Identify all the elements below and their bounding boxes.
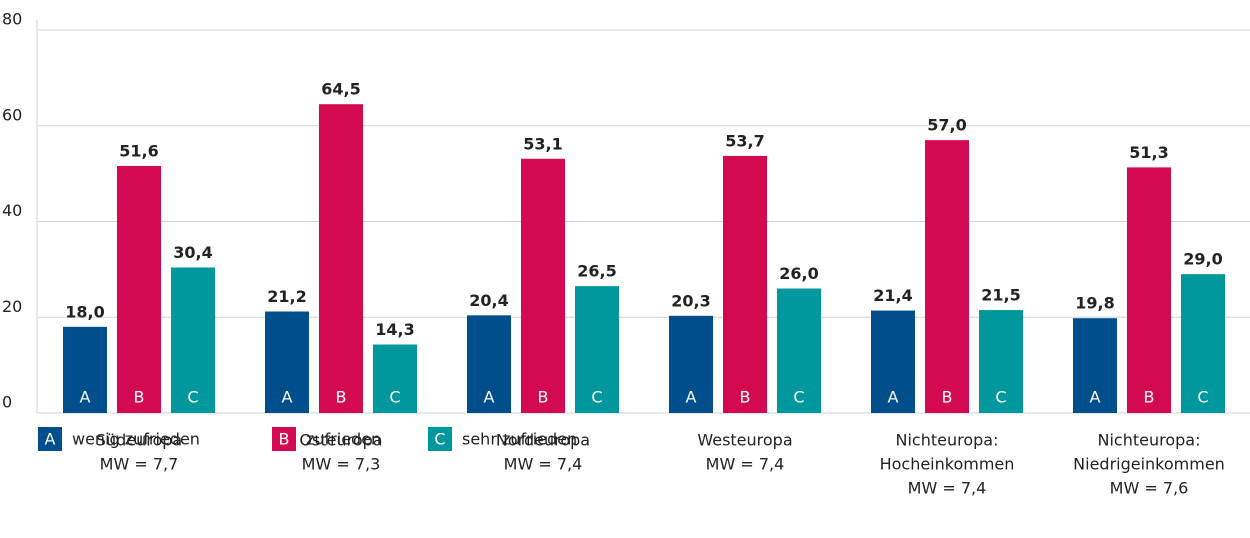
value-label: 57,0 xyxy=(927,116,966,135)
value-label: 21,2 xyxy=(267,287,306,306)
legend-swatch xyxy=(38,427,62,451)
value-label: 64,5 xyxy=(321,80,360,99)
bar xyxy=(669,315,713,413)
legend-letter: B xyxy=(279,430,290,449)
y-tick-label: 0 xyxy=(2,393,12,412)
bar-letter: A xyxy=(80,388,91,407)
bar-letter: A xyxy=(282,388,293,407)
bar xyxy=(871,310,915,413)
legend-swatch xyxy=(272,427,296,451)
y-tick-label: 20 xyxy=(2,297,22,316)
bar xyxy=(575,286,619,413)
y-tick-label: 60 xyxy=(2,105,22,124)
value-label: 26,5 xyxy=(577,262,616,281)
bar-letter: A xyxy=(686,388,697,407)
bar xyxy=(777,288,821,413)
bar xyxy=(925,140,969,414)
bar xyxy=(63,326,107,413)
bar-letter: B xyxy=(740,388,751,407)
x-tick-label: Osteuropa xyxy=(299,431,382,450)
value-label: 19,8 xyxy=(1075,294,1114,313)
value-label: 14,3 xyxy=(375,320,414,339)
bar-letter: C xyxy=(591,388,602,407)
bar-letter: C xyxy=(389,388,400,407)
x-tick-label: Südeuropa xyxy=(96,431,182,450)
x-tick-label: MW = 7,4 xyxy=(908,479,987,498)
bar-letter: A xyxy=(484,388,495,407)
value-label: 30,4 xyxy=(173,243,212,262)
legend-label: zufrieden xyxy=(306,430,381,449)
legend-letter: C xyxy=(434,430,445,449)
value-label: 26,0 xyxy=(779,264,818,283)
value-label: 18,0 xyxy=(65,302,104,321)
x-tick-label: Niedrigeinkommen xyxy=(1073,455,1225,474)
bar-letter: A xyxy=(888,388,899,407)
x-tick-label: MW = 7,7 xyxy=(100,455,179,474)
x-tick-label: Hocheinkommen xyxy=(880,455,1015,474)
value-label: 20,4 xyxy=(469,291,508,310)
bar xyxy=(373,344,417,413)
legend-letter: A xyxy=(45,430,56,449)
y-tick-label: 80 xyxy=(2,10,22,29)
x-tick-label: Nordeuropa xyxy=(496,431,590,450)
x-tick-label: Nichteuropa: xyxy=(896,431,999,450)
value-label: 51,3 xyxy=(1129,143,1168,162)
bar-letter: B xyxy=(538,388,549,407)
value-label: 20,3 xyxy=(671,291,710,310)
bar xyxy=(1127,167,1171,413)
legend-label: wenig zufrieden xyxy=(72,430,200,449)
bar-letter: B xyxy=(134,388,145,407)
legend-label: sehr zufrieden xyxy=(462,430,577,449)
x-tick-label: MW = 7,6 xyxy=(1110,479,1189,498)
bar xyxy=(171,267,215,413)
bar xyxy=(521,158,565,413)
bar-letter: C xyxy=(793,388,804,407)
x-tick-label: MW = 7,3 xyxy=(302,455,381,474)
bar-letter: B xyxy=(1144,388,1155,407)
bar xyxy=(265,311,309,413)
value-label: 29,0 xyxy=(1183,250,1222,269)
bar xyxy=(117,165,161,413)
bar xyxy=(979,310,1023,413)
bar xyxy=(1181,274,1225,413)
bar xyxy=(1073,318,1117,413)
y-tick-label: 40 xyxy=(2,201,22,220)
value-label: 21,5 xyxy=(981,286,1020,305)
x-tick-label: MW = 7,4 xyxy=(504,455,583,474)
x-tick-label: MW = 7,4 xyxy=(706,455,785,474)
value-label: 53,1 xyxy=(523,134,562,153)
value-label: 21,4 xyxy=(873,286,912,305)
bar-letter: C xyxy=(995,388,1006,407)
bar-letter: B xyxy=(336,388,347,407)
x-tick-label: Westeuropa xyxy=(697,431,792,450)
bar-letter: B xyxy=(942,388,953,407)
x-tick-label: Nichteuropa: xyxy=(1098,431,1201,450)
bar xyxy=(467,315,511,413)
bar-letter: C xyxy=(187,388,198,407)
bar-letter: A xyxy=(1090,388,1101,407)
bar xyxy=(723,155,767,413)
value-label: 51,6 xyxy=(119,141,158,160)
legend-swatch xyxy=(428,427,452,451)
bar xyxy=(319,104,363,414)
value-label: 53,7 xyxy=(725,131,764,150)
bar-letter: C xyxy=(1197,388,1208,407)
